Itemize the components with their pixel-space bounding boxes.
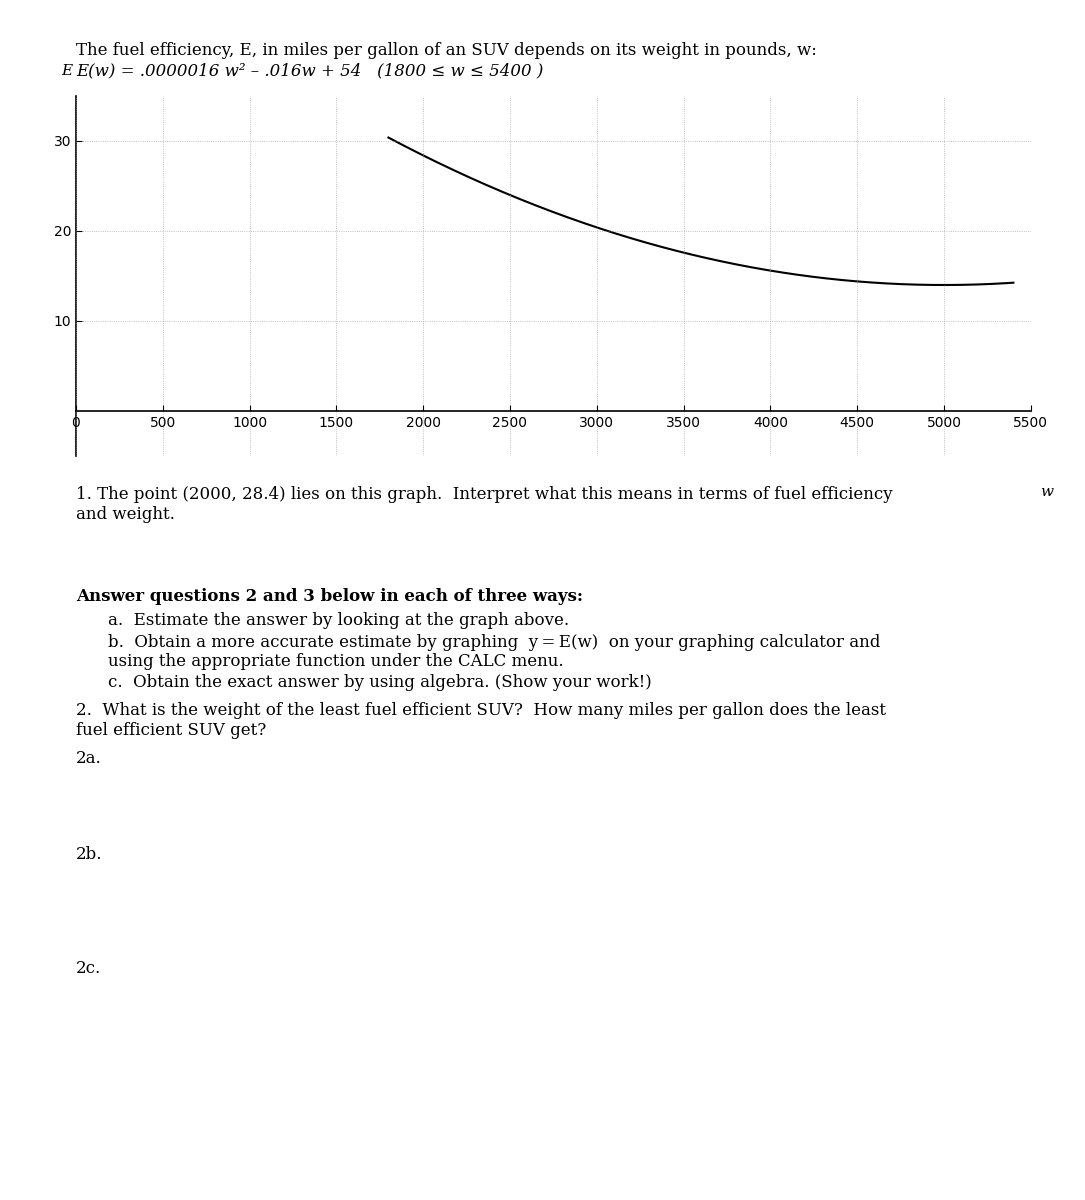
Text: 2a.: 2a. bbox=[76, 750, 102, 767]
Text: w: w bbox=[1041, 485, 1054, 499]
Text: E: E bbox=[61, 64, 72, 78]
Text: c.  Obtain the exact answer by using algebra. (Show your work!): c. Obtain the exact answer by using alge… bbox=[108, 674, 652, 691]
Text: The fuel efficiency, E, in miles per gallon of an SUV depends on its weight in p: The fuel efficiency, E, in miles per gal… bbox=[76, 42, 817, 59]
Text: 2b.: 2b. bbox=[76, 846, 102, 863]
Text: 1. The point (2000, 28.4) lies on this graph.  Interpret what this means in term: 1. The point (2000, 28.4) lies on this g… bbox=[76, 486, 893, 523]
Text: Answer questions 2 and 3 below in each of three ways:: Answer questions 2 and 3 below in each o… bbox=[76, 588, 583, 605]
Text: 2c.: 2c. bbox=[76, 960, 101, 977]
Text: 2.  What is the weight of the least fuel efficient SUV?  How many miles per gall: 2. What is the weight of the least fuel … bbox=[76, 702, 886, 738]
Text: b.  Obtain a more accurate estimate by graphing  y = E(w)  on your graphing calc: b. Obtain a more accurate estimate by gr… bbox=[108, 634, 881, 670]
Text: a.  Estimate the answer by looking at the graph above.: a. Estimate the answer by looking at the… bbox=[108, 612, 570, 629]
Text: E(w) = .0000016 w² – .016w + 54   (1800 ≤ w ≤ 5400 ): E(w) = .0000016 w² – .016w + 54 (1800 ≤ … bbox=[76, 62, 544, 79]
